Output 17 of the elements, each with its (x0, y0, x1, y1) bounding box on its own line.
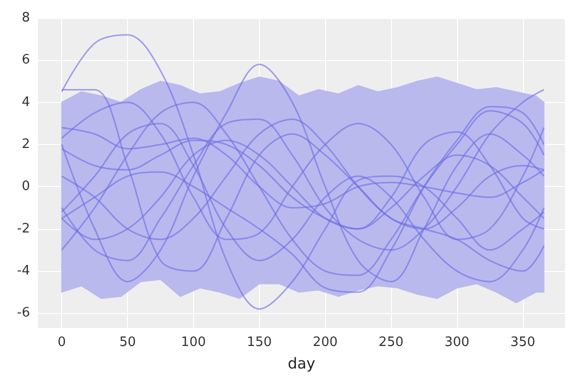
x-tick-label: 250 (378, 335, 404, 350)
x-tick-label: 350 (510, 335, 536, 350)
y-tick-label: 4 (22, 94, 30, 110)
x-axis-title: day (288, 354, 316, 372)
y-tick-label: -4 (17, 264, 30, 279)
y-tick-label: 8 (22, 10, 30, 26)
y-tick-label: 6 (22, 52, 30, 68)
x-tick-label: 300 (444, 335, 470, 350)
x-tick-label: 200 (312, 335, 338, 350)
x-tick-label: 150 (246, 335, 272, 350)
x-tick-label: 100 (181, 335, 206, 350)
y-tick-label: 0 (22, 179, 30, 194)
x-tick-label: 50 (119, 335, 136, 350)
x-tick-label: 0 (58, 335, 66, 350)
y-tick-label: 2 (22, 137, 30, 152)
y-tick-label: -2 (17, 221, 30, 236)
y-tick-label: -6 (17, 306, 30, 321)
